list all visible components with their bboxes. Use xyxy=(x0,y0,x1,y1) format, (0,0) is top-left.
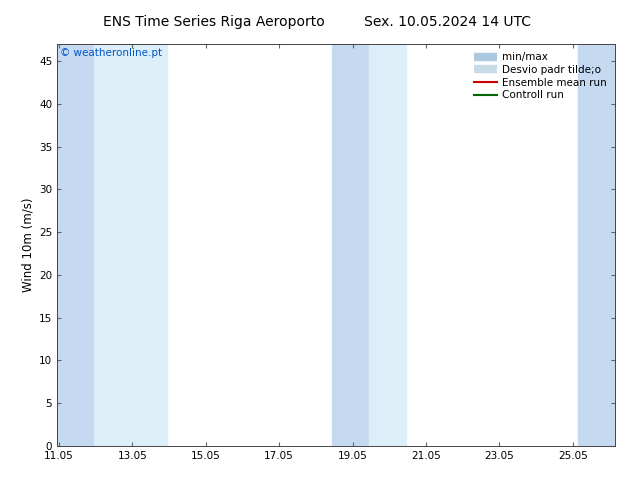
Bar xyxy=(369,44,406,446)
Bar xyxy=(94,44,167,446)
Bar xyxy=(332,44,369,446)
Legend: min/max, Desvio padr tilde;o, Ensemble mean run, Controll run: min/max, Desvio padr tilde;o, Ensemble m… xyxy=(470,49,610,103)
Y-axis label: Wind 10m (m/s): Wind 10m (m/s) xyxy=(22,198,35,292)
Text: ENS Time Series Riga Aeroporto         Sex. 10.05.2024 14 UTC: ENS Time Series Riga Aeroporto Sex. 10.0… xyxy=(103,15,531,29)
Bar xyxy=(57,44,94,446)
Bar xyxy=(578,44,615,446)
Text: © weatheronline.pt: © weatheronline.pt xyxy=(60,48,162,58)
